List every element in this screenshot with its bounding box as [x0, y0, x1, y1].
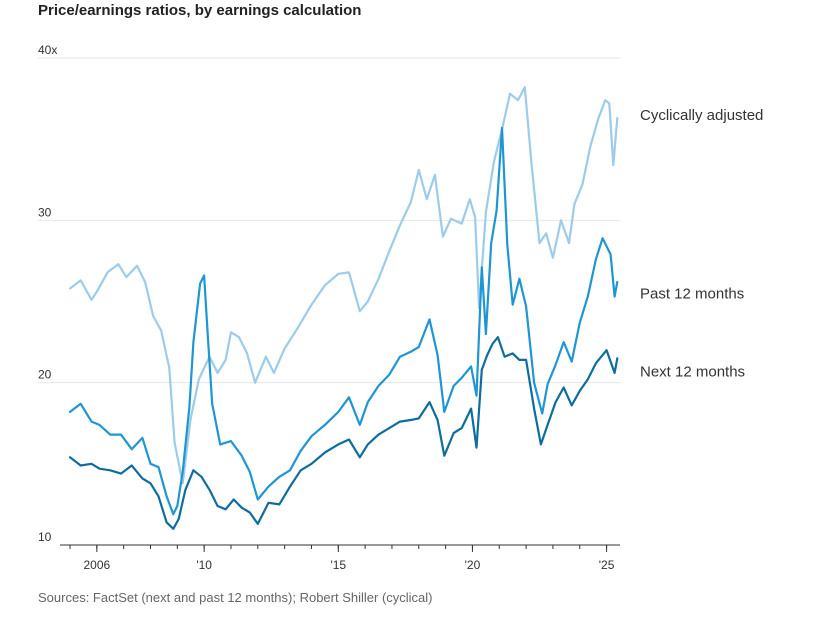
x-tick-label: '10 — [196, 558, 212, 572]
x-tick-label: '15 — [330, 558, 346, 572]
source-note: Sources: FactSet (next and past 12 month… — [38, 590, 433, 605]
y-tick-label: 40x — [38, 43, 57, 57]
x-tick-label: '20 — [465, 558, 481, 572]
series-label-past-12-months: Past 12 months — [640, 285, 744, 302]
x-tick-label: '25 — [599, 558, 615, 572]
series-line-cyclically-adjusted — [68, 86, 619, 485]
series-label-next-12-months: Next 12 months — [640, 363, 745, 380]
x-tick-label: 2006 — [83, 558, 110, 572]
x-axis: 2006 '10 '15 '20 '25 — [60, 544, 620, 572]
gridlines — [38, 57, 620, 384]
series-lines — [68, 86, 619, 530]
series-labels: Cyclically adjusted Past 12 months Next 12… — [640, 107, 763, 380]
series-label-cyclically-adjusted: Cyclically adjusted — [640, 107, 763, 124]
series-line-past-12-months — [68, 126, 619, 516]
y-tick-label: 30 — [38, 205, 52, 219]
line-chart: 10 20 30 40x 2006 '10 '15 '20 '25 Cyclically ad… — [38, 43, 763, 572]
chart-title: Price/earnings ratios, by earnings calcu… — [38, 2, 362, 19]
y-tick-label: 20 — [38, 368, 52, 382]
series-line-next-12-months — [68, 336, 619, 530]
y-axis-ticks: 10 20 30 40x — [38, 43, 57, 544]
y-tick-label: 10 — [38, 530, 52, 544]
